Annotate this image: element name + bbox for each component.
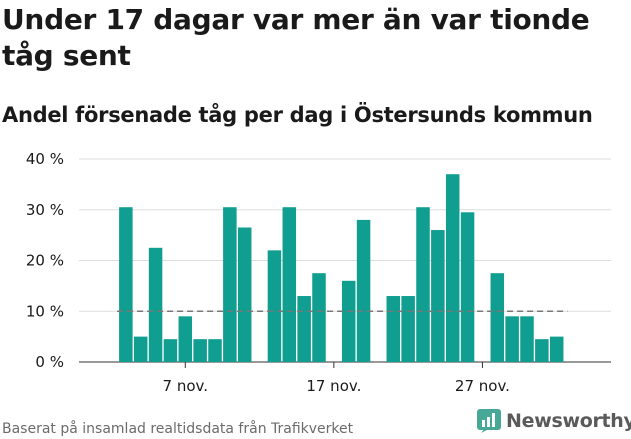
bar [490,273,505,362]
bar [416,207,430,362]
bar [267,250,282,362]
bar [133,336,148,362]
bar [505,316,519,362]
bar [178,316,193,362]
newsworthy-logo-icon [477,409,501,433]
bar [223,207,237,362]
newsworthy-logo[interactable]: Newsworthy [476,408,631,434]
x-axis: 7 nov. 17 nov. 27 nov. [163,362,510,395]
bar [535,339,549,362]
y-tick-label: 30 % [26,201,64,219]
bar [401,296,415,362]
bar [431,230,445,362]
y-axis-tick-labels: 0 % 10 % 20 % 30 % 40 % [26,150,64,371]
bar [163,339,178,362]
chart-subtitle: Andel försenade tåg per dag i Östersunds… [2,103,593,127]
bar [356,219,371,362]
bar [193,339,207,362]
x-tick-label: 17 nov. [306,377,361,395]
bar [445,174,460,362]
y-tick-label: 10 % [26,302,64,320]
y-tick-label: 40 % [26,150,64,168]
bars [119,174,564,362]
bar [520,316,534,362]
bar-chart: 0 % 10 % 20 % 30 % 40 % 7 nov. 17 nov. 27 nov. [26,150,611,395]
bar [312,273,326,362]
bar [297,296,311,362]
y-tick-label: 20 % [26,252,64,270]
bar [341,280,356,362]
bar [549,336,564,362]
bar [119,207,133,362]
bar [386,296,401,362]
x-tick-label: 27 nov. [455,377,510,395]
bar [208,339,222,362]
bar [148,247,163,362]
x-tick-label: 7 nov. [163,377,208,395]
chart-title: Under 17 dagar var mer än var tionde tåg… [2,3,590,72]
bar [282,207,297,362]
source-note: Baserat på insamlad realtidsdata från Tr… [2,421,354,437]
newsworthy-logo-text: Newsworthy [506,410,631,432]
bar [460,212,475,362]
bar [237,227,252,362]
y-tick-label: 0 % [35,353,64,371]
